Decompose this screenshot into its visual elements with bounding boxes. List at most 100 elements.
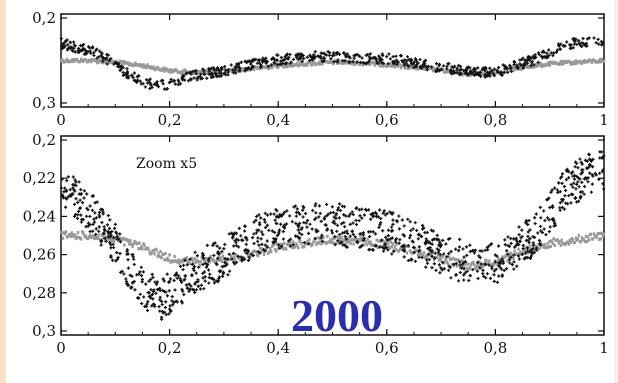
data-point [158, 309, 162, 313]
data-point [488, 70, 492, 75]
model-point [224, 260, 228, 264]
data-point [439, 266, 443, 270]
model-point [451, 256, 455, 260]
data-point [239, 60, 243, 64]
data-point [65, 178, 69, 183]
data-point [223, 64, 227, 69]
model-point [91, 234, 95, 238]
model-point [132, 242, 135, 247]
data-point [152, 82, 156, 86]
data-point [106, 229, 110, 234]
model-point [583, 239, 587, 244]
data-point [61, 196, 65, 200]
data-point [509, 236, 513, 241]
data-point [388, 57, 393, 61]
model-point [289, 240, 292, 244]
data-point [492, 273, 496, 277]
model-point [545, 246, 548, 250]
model-point [228, 257, 232, 262]
model-point [513, 249, 516, 253]
data-point [447, 251, 451, 256]
data-point [342, 205, 347, 209]
data-point [406, 217, 410, 221]
data-point [303, 211, 308, 216]
data-point [125, 74, 129, 78]
data-point [416, 237, 420, 241]
data-point [254, 214, 259, 219]
data-point [428, 248, 432, 253]
model-point [391, 242, 395, 246]
data-point [378, 245, 382, 249]
model-point [358, 238, 361, 242]
data-point [161, 82, 165, 86]
model-point [441, 68, 445, 72]
model-point [347, 237, 350, 241]
data-point [305, 55, 309, 59]
data-point [68, 188, 72, 192]
data-point [234, 244, 238, 248]
model-point [237, 255, 241, 259]
data-point [279, 59, 283, 63]
model-point [339, 238, 342, 242]
model-point [141, 65, 144, 69]
data-point [525, 249, 530, 253]
data-point [501, 63, 505, 67]
model-point [574, 59, 578, 63]
data-point [66, 195, 70, 199]
model-point [286, 242, 289, 247]
data-point [533, 216, 537, 220]
model-point [532, 65, 535, 69]
data-point [385, 55, 389, 59]
data-point [463, 271, 467, 275]
data-point [159, 79, 163, 83]
data-point [400, 244, 404, 248]
data-point [437, 263, 442, 267]
model-point [75, 235, 79, 239]
data-point [135, 273, 139, 277]
model-point [574, 236, 578, 240]
data-point [361, 231, 366, 235]
data-point [107, 231, 111, 236]
data-point [526, 230, 530, 234]
data-point [327, 53, 332, 58]
model-point [146, 63, 149, 67]
data-point [233, 231, 237, 235]
model-point [352, 242, 355, 246]
data-point [280, 213, 284, 217]
data-point [306, 242, 311, 246]
data-point [207, 281, 211, 285]
data-point [251, 236, 255, 240]
data-point [433, 251, 437, 255]
data-point [381, 249, 386, 253]
model-point [220, 259, 224, 264]
data-point [237, 226, 241, 230]
data-point [591, 157, 595, 161]
model-point [558, 61, 561, 65]
data-point [202, 69, 206, 73]
data-point [343, 59, 347, 63]
data-point [159, 315, 164, 319]
data-point [72, 183, 76, 187]
model-point [262, 252, 266, 256]
data-point [284, 222, 289, 226]
model-point [321, 62, 324, 66]
model-point [122, 62, 125, 66]
model-point [157, 251, 160, 255]
data-point [138, 79, 142, 83]
model-point [346, 59, 349, 63]
data-point [282, 223, 287, 227]
data-point [171, 79, 175, 83]
data-point [457, 63, 461, 68]
data-point [431, 229, 435, 233]
data-point [450, 72, 454, 76]
model-point [197, 260, 200, 264]
data-point [359, 244, 363, 249]
data-point [504, 267, 509, 271]
data-point [288, 244, 292, 248]
data-point [165, 294, 169, 298]
data-point [73, 189, 77, 193]
data-point [273, 218, 277, 222]
data-point [515, 63, 519, 67]
data-point [125, 67, 129, 71]
data-point [423, 242, 428, 246]
